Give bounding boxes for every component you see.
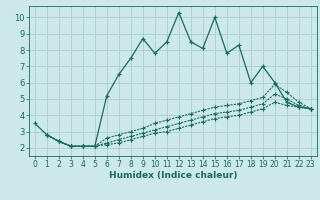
X-axis label: Humidex (Indice chaleur): Humidex (Indice chaleur) xyxy=(108,171,237,180)
